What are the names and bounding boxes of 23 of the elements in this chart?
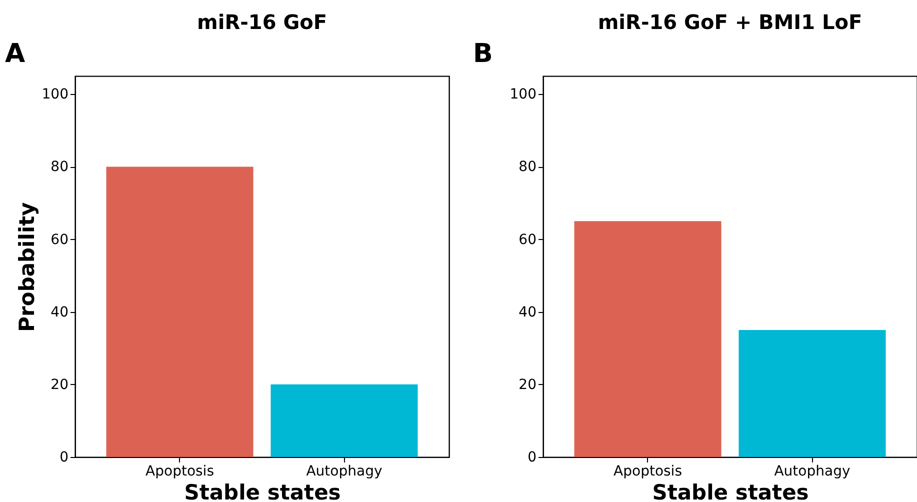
x-tick-label: Autophagy [306, 464, 382, 480]
y-tick-label: 40 [518, 304, 536, 320]
text: A [5, 39, 26, 69]
y-tick-label: 60 [518, 232, 536, 248]
y-tick-label: 0 [60, 450, 68, 466]
y-axis-title: Probability [14, 202, 39, 332]
y-tick-label: 40 [50, 304, 68, 320]
x-tick-label: Apoptosis [146, 464, 214, 480]
chart-title: miR-16 GoF [196, 10, 328, 34]
chart-title: miR-16 GoF + BMI1 LoF [598, 10, 862, 34]
y-tick-label: 100 [510, 86, 536, 103]
y-tick-label: 60 [50, 232, 68, 248]
y-tick-label: 20 [50, 376, 68, 393]
x-tick-label: Autophagy [774, 464, 850, 480]
text: B [473, 39, 493, 69]
y-tick-label: 100 [42, 86, 68, 103]
y-tick-label: 80 [518, 159, 536, 176]
x-tick-label: Apoptosis [614, 464, 682, 480]
x-axis-title: Stable states [652, 480, 809, 502]
y-tick-label: 80 [50, 159, 68, 176]
x-axis-title: Stable states [184, 480, 341, 502]
y-tick-label: 20 [518, 376, 536, 393]
y-tick-label: 0 [528, 450, 536, 466]
